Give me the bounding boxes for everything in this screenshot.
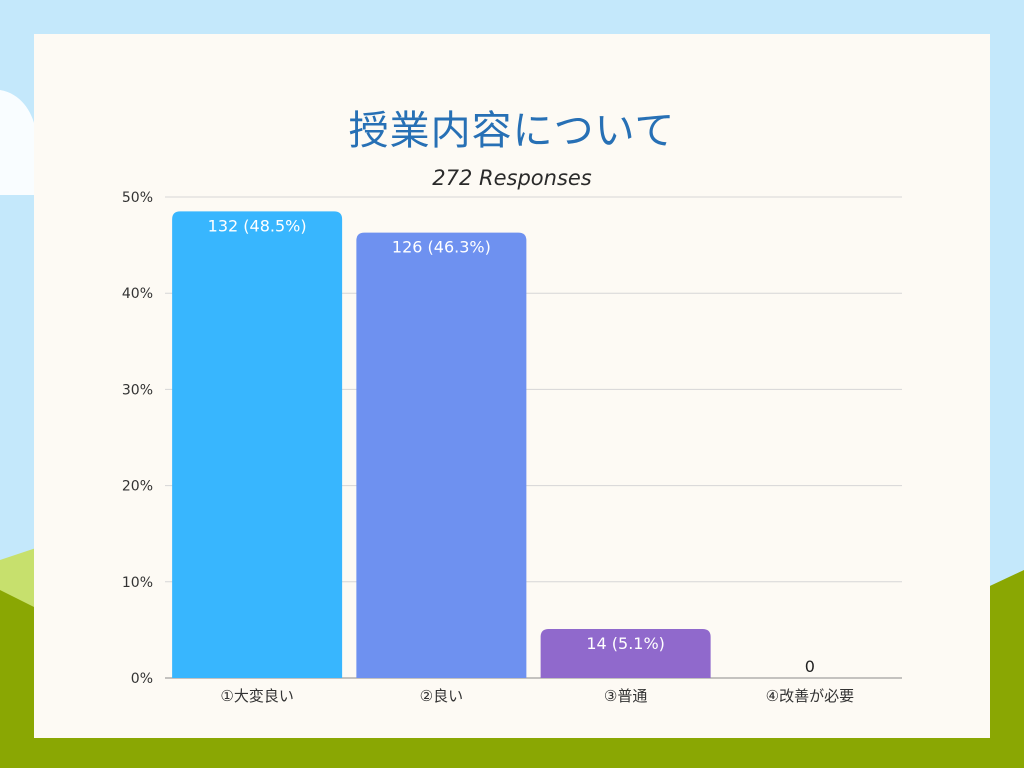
x-tick-label: ①大変良い xyxy=(220,687,293,705)
chart-title: 授業内容について xyxy=(348,108,676,154)
y-tick-label: 30% xyxy=(122,382,153,398)
y-tick-label: 40% xyxy=(122,286,153,302)
data-label: 14 (5.1%) xyxy=(586,634,665,653)
chart-subtitle: 272 Responses xyxy=(432,166,592,190)
data-label: 126 (46.3%) xyxy=(392,238,491,257)
bar xyxy=(356,232,527,678)
chart-card: 授業内容について 272 Responses 0% 10% 20% 30% 40% 50%… xyxy=(34,34,990,738)
data-label: 0 xyxy=(805,657,815,676)
bar xyxy=(540,628,711,678)
bar xyxy=(172,211,343,678)
y-tick-label: 50% xyxy=(122,190,153,206)
y-tick-label: 0% xyxy=(131,671,153,687)
y-tick-label: 20% xyxy=(122,479,153,495)
bar-chart: 0% 10% 20% 30% 40% 50% 132 (48.5%) ①大変良い 126 (46… xyxy=(122,190,902,705)
x-tick-label: ②良い xyxy=(420,687,463,705)
x-tick-label: ④改善が必要 xyxy=(766,687,854,705)
x-tick-label: ③普通 xyxy=(604,687,647,705)
y-tick-label: 10% xyxy=(122,575,153,591)
data-label: 132 (48.5%) xyxy=(208,216,307,235)
